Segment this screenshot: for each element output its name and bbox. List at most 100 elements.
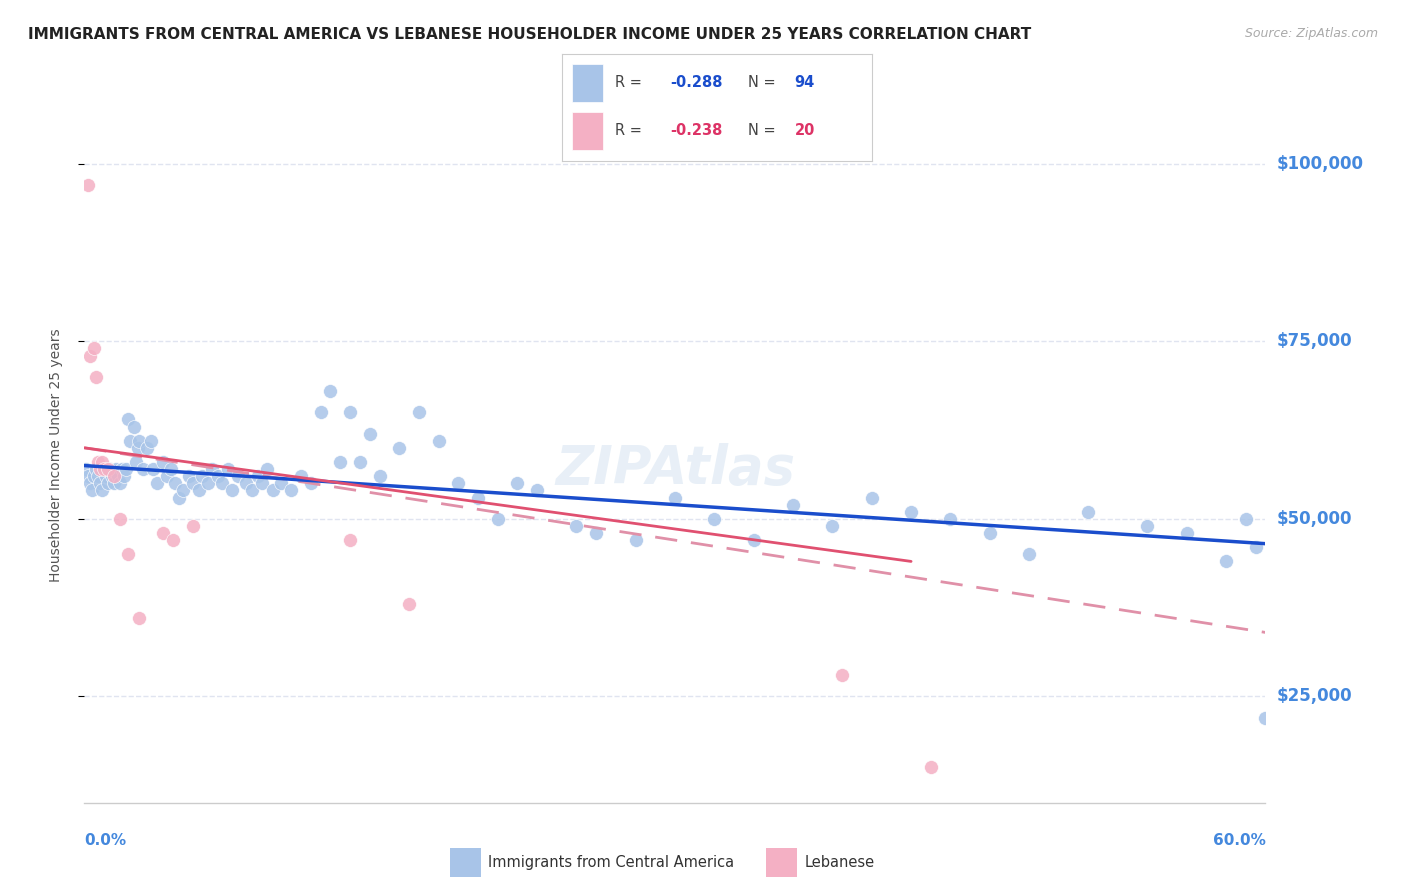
Point <box>309 405 332 419</box>
Point <box>117 547 139 561</box>
Point <box>979 526 1001 541</box>
Text: ZIPAtlas: ZIPAtlas <box>555 442 794 495</box>
Point <box>359 426 381 441</box>
Text: -0.238: -0.238 <box>671 123 723 138</box>
Point <box>1215 554 1237 568</box>
Point <box>201 462 224 476</box>
Point <box>87 469 110 483</box>
Point <box>1234 512 1257 526</box>
Point <box>77 178 100 193</box>
Point <box>467 491 489 505</box>
Point <box>447 476 470 491</box>
Text: Lebanese: Lebanese <box>804 855 875 870</box>
Point <box>486 512 509 526</box>
Text: $100,000: $100,000 <box>1277 155 1364 173</box>
Point <box>108 512 131 526</box>
Point <box>111 462 134 476</box>
Point <box>127 441 149 455</box>
Point <box>821 519 844 533</box>
Point <box>585 526 607 541</box>
Point <box>104 462 127 476</box>
Point <box>217 462 239 476</box>
Text: 94: 94 <box>794 75 814 90</box>
Text: $50,000: $50,000 <box>1277 510 1353 528</box>
Point <box>128 434 150 448</box>
Point <box>89 476 111 491</box>
Point <box>831 668 853 682</box>
Point <box>97 476 120 491</box>
Point <box>91 483 114 498</box>
Point <box>124 455 146 469</box>
Point <box>664 491 686 505</box>
Text: IMMIGRANTS FROM CENTRAL AMERICA VS LEBANESE HOUSEHOLDER INCOME UNDER 25 YEARS CO: IMMIGRANTS FROM CENTRAL AMERICA VS LEBAN… <box>28 27 1032 42</box>
Point <box>87 455 110 469</box>
Text: Source: ZipAtlas.com: Source: ZipAtlas.com <box>1244 27 1378 40</box>
Point <box>167 491 190 505</box>
Point <box>1077 505 1099 519</box>
Bar <box>572 112 603 150</box>
Point <box>197 476 219 491</box>
Point <box>108 476 131 491</box>
Text: $75,000: $75,000 <box>1277 333 1353 351</box>
Point <box>79 476 101 491</box>
Point <box>1136 519 1159 533</box>
Point <box>339 533 361 548</box>
Point <box>152 455 174 469</box>
Point <box>177 469 200 483</box>
Text: R =: R = <box>614 75 647 90</box>
Point <box>900 505 922 519</box>
Point <box>1244 540 1267 554</box>
Point <box>1254 710 1277 724</box>
Point <box>624 533 647 548</box>
Point <box>703 512 725 526</box>
Point <box>270 476 292 491</box>
Point <box>103 476 125 491</box>
Point <box>349 455 371 469</box>
Point <box>408 405 430 419</box>
Point <box>181 476 204 491</box>
Bar <box>572 64 603 102</box>
Point <box>107 469 129 483</box>
Point <box>146 476 169 491</box>
Point <box>142 462 165 476</box>
Text: 20: 20 <box>794 123 814 138</box>
Point <box>319 384 342 398</box>
Point <box>160 462 183 476</box>
Point <box>91 455 114 469</box>
Text: Immigrants from Central America: Immigrants from Central America <box>488 855 734 870</box>
Point <box>388 441 411 455</box>
Point <box>101 469 124 483</box>
Point <box>191 469 214 483</box>
Point <box>114 462 136 476</box>
Point <box>939 512 962 526</box>
Point <box>290 469 312 483</box>
Point <box>79 349 101 363</box>
Point <box>98 462 121 476</box>
Point <box>94 469 117 483</box>
Point <box>162 533 184 548</box>
Text: N =: N = <box>748 123 780 138</box>
Point <box>84 462 107 476</box>
Point <box>427 434 450 448</box>
Y-axis label: Householder Income Under 25 years: Householder Income Under 25 years <box>49 328 63 582</box>
Point <box>262 483 284 498</box>
Point <box>103 469 125 483</box>
Text: $25,000: $25,000 <box>1277 688 1353 706</box>
Point <box>156 469 179 483</box>
Point <box>526 483 548 498</box>
Point <box>368 469 391 483</box>
Point <box>235 476 257 491</box>
Point <box>136 441 159 455</box>
Point <box>152 526 174 541</box>
Text: N =: N = <box>748 75 780 90</box>
Point <box>506 476 529 491</box>
Text: 60.0%: 60.0% <box>1212 832 1265 847</box>
Point <box>84 369 107 384</box>
Point <box>246 469 269 483</box>
Point <box>128 611 150 625</box>
Point <box>860 491 883 505</box>
Point <box>1175 526 1198 541</box>
Point <box>1018 547 1040 561</box>
Point <box>207 469 229 483</box>
Point <box>83 342 105 356</box>
